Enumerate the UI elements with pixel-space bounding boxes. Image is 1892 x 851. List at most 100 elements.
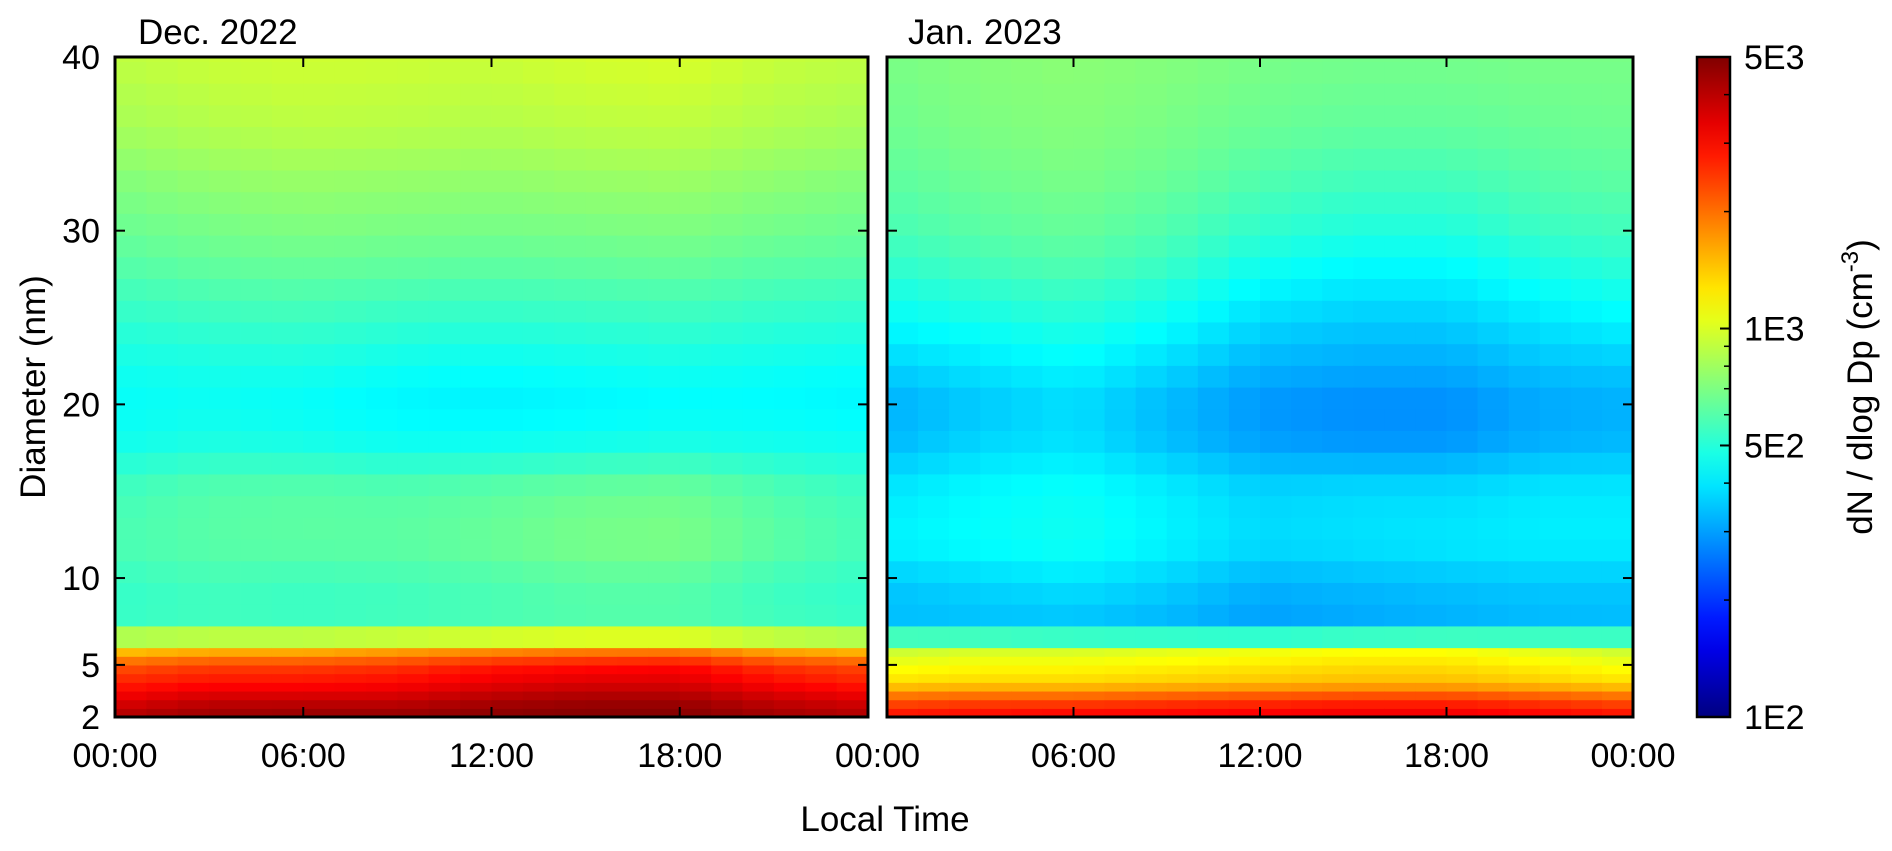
heatmap-cell [1291, 235, 1323, 258]
heatmap-cell [1291, 673, 1323, 683]
heatmap-cell [742, 148, 775, 171]
heatmap-cell [1197, 647, 1230, 657]
heatmap-cell [980, 517, 1012, 540]
heatmap-cell [1011, 560, 1044, 583]
heatmap-cell [522, 169, 555, 193]
heatmap-cell [240, 365, 273, 388]
heatmap-cell [1415, 495, 1448, 518]
heatmap-cell [836, 365, 869, 388]
heatmap-cell [240, 387, 273, 410]
heatmap-cell [648, 673, 681, 683]
heatmap-cell [1384, 538, 1417, 562]
heatmap-cell [1291, 495, 1323, 518]
heatmap-cell [805, 408, 838, 432]
heatmap-cell [115, 387, 147, 410]
heatmap-cell [428, 560, 461, 583]
heatmap-cell [1197, 430, 1230, 453]
heatmap-cell [491, 126, 524, 149]
heatmap-cell [146, 682, 179, 692]
heatmap-cell [1011, 656, 1044, 666]
heatmap-cell [460, 57, 493, 62]
heatmap-cell [1291, 452, 1323, 475]
heatmap-cell [428, 343, 461, 366]
heatmap-cell [271, 452, 304, 475]
heatmap-cell [1415, 278, 1448, 301]
heatmap-cell [240, 656, 273, 666]
heatmap-cell [1508, 625, 1541, 649]
heatmap-cell [397, 169, 430, 193]
heatmap-cell [428, 57, 461, 62]
heatmap-cell [1539, 191, 1572, 214]
heatmap-cell [554, 169, 587, 193]
heatmap-cell [1415, 365, 1448, 388]
heatmap-cell [460, 690, 493, 701]
heatmap-cell [1042, 604, 1075, 627]
heatmap-cell [805, 61, 838, 84]
heatmap-cell [271, 647, 304, 657]
heatmap-cell [460, 517, 493, 540]
heatmap-cell [271, 604, 304, 627]
heatmap-cell [1104, 57, 1137, 62]
heatmap-cell [1260, 673, 1292, 683]
heatmap-cell [1135, 278, 1168, 301]
heatmap-cell [1073, 560, 1106, 583]
heatmap-cell [1197, 365, 1230, 388]
heatmap-cell [836, 104, 869, 128]
heatmap-cell [1322, 560, 1354, 583]
heatmap-cell [980, 708, 1012, 718]
heatmap-cell [585, 126, 618, 149]
heatmap-cell [1073, 517, 1106, 540]
heatmap-cell [980, 126, 1012, 149]
heatmap-cell [1104, 387, 1137, 410]
colorbar-label-close: ) [1841, 239, 1880, 251]
heatmap-cell [366, 408, 398, 432]
heatmap-cell [1539, 169, 1572, 193]
heatmap-cell [1570, 61, 1603, 84]
heatmap-cell [617, 708, 649, 718]
heatmap-cell [146, 656, 179, 666]
heatmap-cell [805, 673, 838, 683]
heatmap-cell [1135, 148, 1168, 171]
heatmap-cell [887, 452, 919, 475]
heatmap-cell [918, 538, 950, 562]
heatmap-cell [240, 673, 273, 683]
heatmap-cell [115, 682, 147, 692]
heatmap-cell [177, 664, 210, 675]
heatmap-cell [711, 708, 744, 718]
heatmap-cell [1539, 321, 1572, 345]
heatmap-cell [334, 256, 367, 280]
heatmap-cell [1570, 169, 1603, 193]
heatmap-cell [554, 560, 587, 583]
heatmap-cell [271, 126, 304, 149]
heatmap-cell [1073, 690, 1106, 701]
heatmap-cell [146, 278, 179, 301]
heatmap-cell [491, 169, 524, 193]
heatmap-cell [773, 343, 806, 366]
heatmap-cell [209, 690, 242, 701]
y-tick-label: 40 [62, 39, 100, 77]
heatmap-cell [1415, 664, 1448, 675]
heatmap-cell [887, 61, 919, 84]
heatmap-cell [1135, 213, 1168, 236]
heatmap-cell [115, 235, 147, 258]
heatmap-cell [1166, 647, 1199, 657]
heatmap-cell [918, 690, 950, 701]
heatmap-cell [491, 708, 524, 718]
heatmap-cell [1197, 708, 1230, 718]
heatmap-cell [742, 538, 775, 562]
heatmap-cell [177, 213, 210, 236]
heatmap-cell [1353, 83, 1385, 106]
heatmap-cell [773, 604, 806, 627]
heatmap-cell [742, 57, 775, 62]
heatmap-cell [146, 430, 179, 453]
heatmap-cell [1073, 473, 1106, 497]
heatmap-cell [303, 408, 336, 432]
heatmap-cell [303, 104, 336, 128]
heatmap-cell [303, 300, 336, 323]
heatmap-cell [209, 300, 242, 323]
heatmap-cell [240, 517, 273, 540]
heatmap-cell [1260, 343, 1292, 366]
heatmap-cell [1570, 300, 1603, 323]
heatmap-cell [679, 625, 712, 649]
heatmap-cell [1570, 256, 1603, 280]
